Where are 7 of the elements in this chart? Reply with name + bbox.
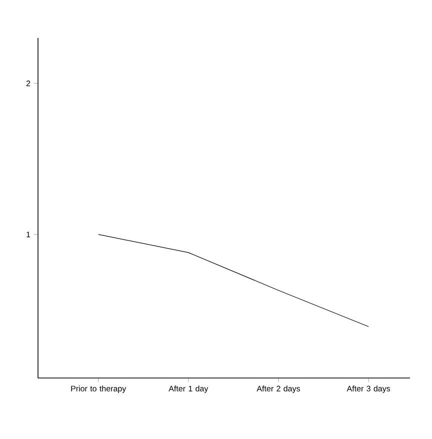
x-tick-label: After 2 days [256, 386, 300, 393]
y-tick-label: 2 [26, 80, 30, 86]
x-tick-label: After 1 day [168, 386, 208, 393]
y-tick-label: 1 [26, 232, 30, 238]
line-series [98, 234, 369, 327]
x-tick-label: Prior to therapy [71, 386, 126, 393]
x-tick-label: After 3 days [346, 386, 390, 393]
